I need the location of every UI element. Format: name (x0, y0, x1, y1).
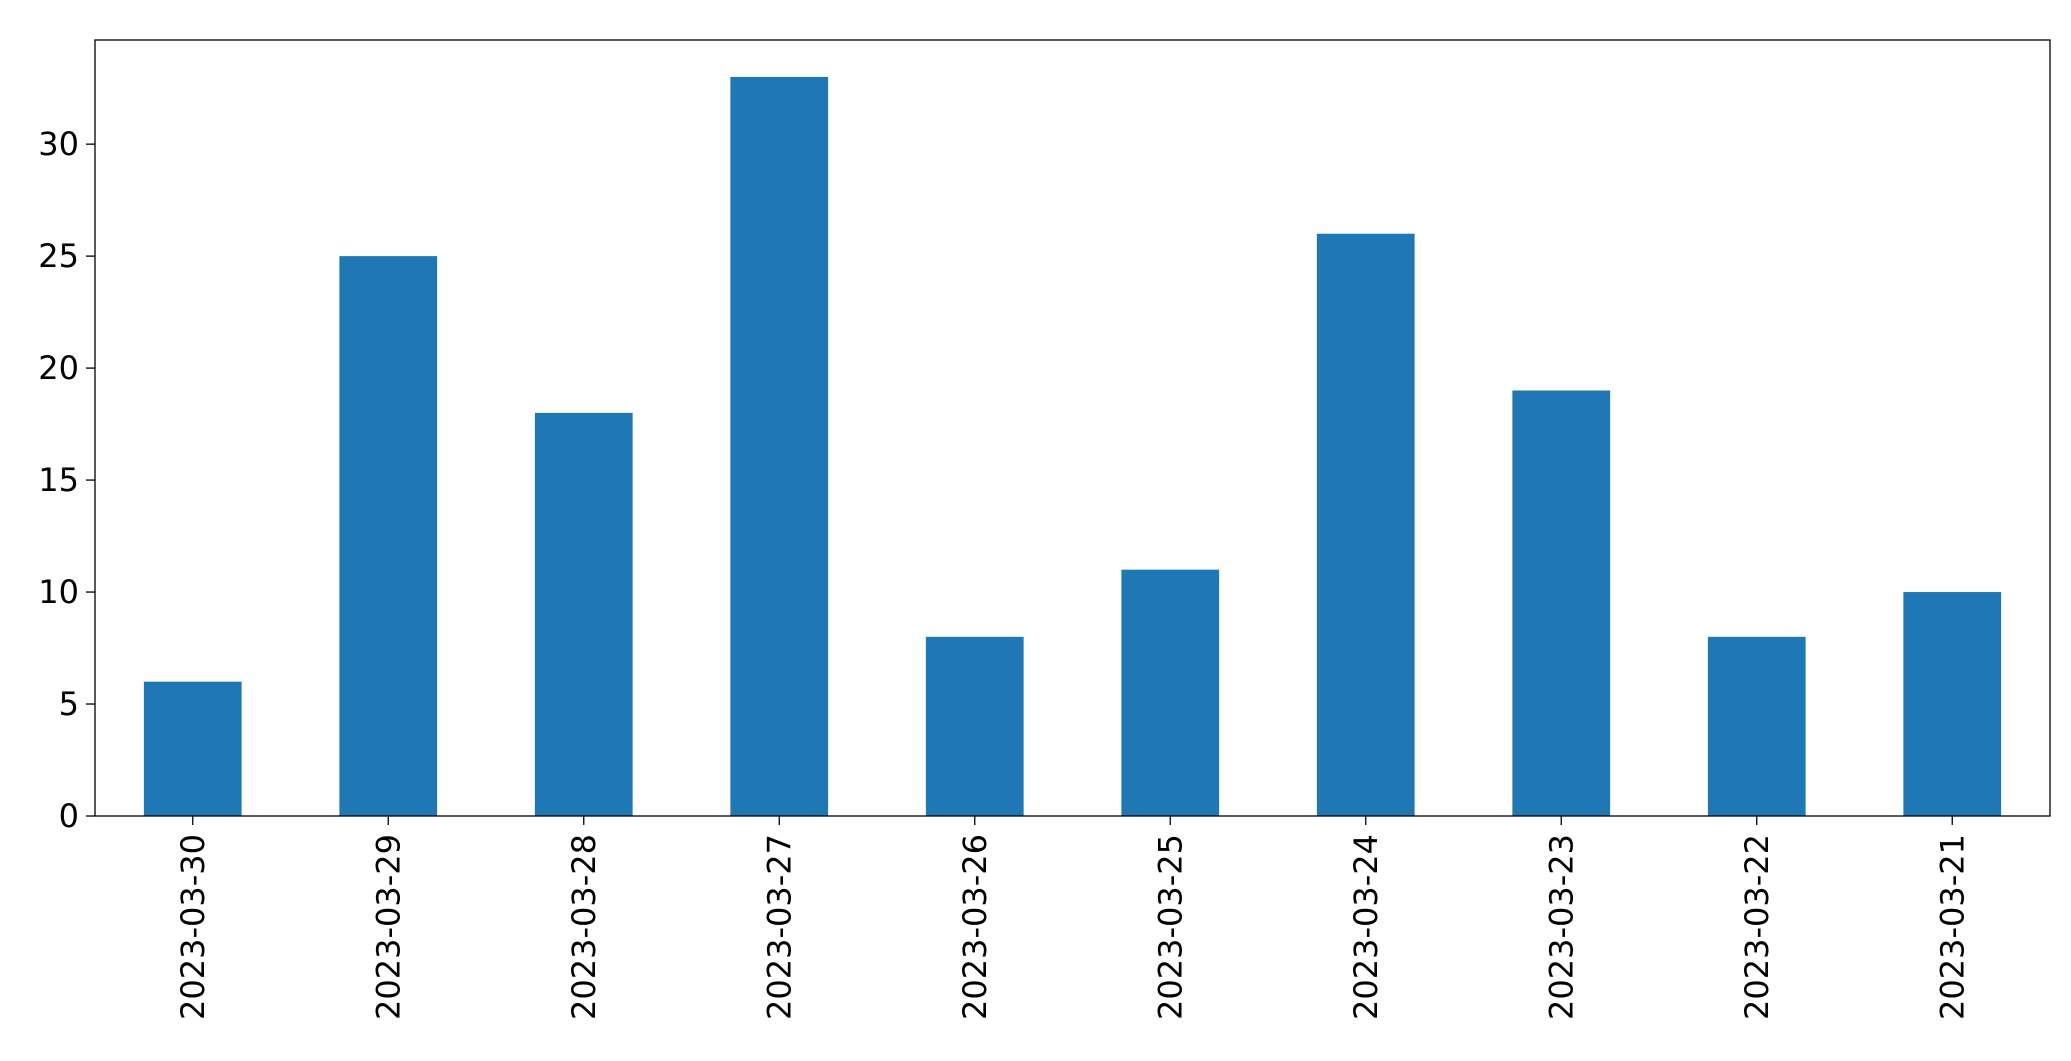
x-tick-label: 2023-03-29 (369, 834, 407, 1020)
bar (730, 76, 829, 816)
bar (339, 256, 438, 816)
bar (1316, 233, 1415, 816)
bar (1903, 592, 2002, 816)
plot-frame (94, 39, 2051, 817)
y-tick-label: 5 (59, 685, 79, 723)
x-tick-label: 2023-03-24 (1347, 834, 1385, 1020)
x-tick-label: 2023-03-23 (1542, 834, 1580, 1020)
y-tick-label: 15 (38, 461, 79, 499)
bar (143, 681, 242, 816)
x-tick-label: 2023-03-30 (174, 834, 212, 1020)
x-tick-label: 2023-03-27 (760, 834, 798, 1020)
bar (1707, 636, 1806, 816)
bar (534, 412, 633, 816)
x-tick-label: 2023-03-25 (1151, 834, 1189, 1020)
bar (1121, 569, 1220, 816)
x-tick-label: 2023-03-21 (1933, 834, 1971, 1020)
y-tick-label: 20 (38, 349, 79, 387)
x-tick-label: 2023-03-28 (565, 834, 603, 1020)
bar (925, 636, 1024, 816)
x-tick-label: 2023-03-26 (956, 834, 994, 1020)
y-tick-label: 10 (38, 573, 79, 611)
x-tick-label: 2023-03-22 (1738, 834, 1776, 1020)
y-tick-label: 25 (38, 237, 79, 275)
y-tick-label: 0 (59, 797, 79, 835)
bar (1512, 390, 1611, 816)
y-tick-label: 30 (38, 125, 79, 163)
